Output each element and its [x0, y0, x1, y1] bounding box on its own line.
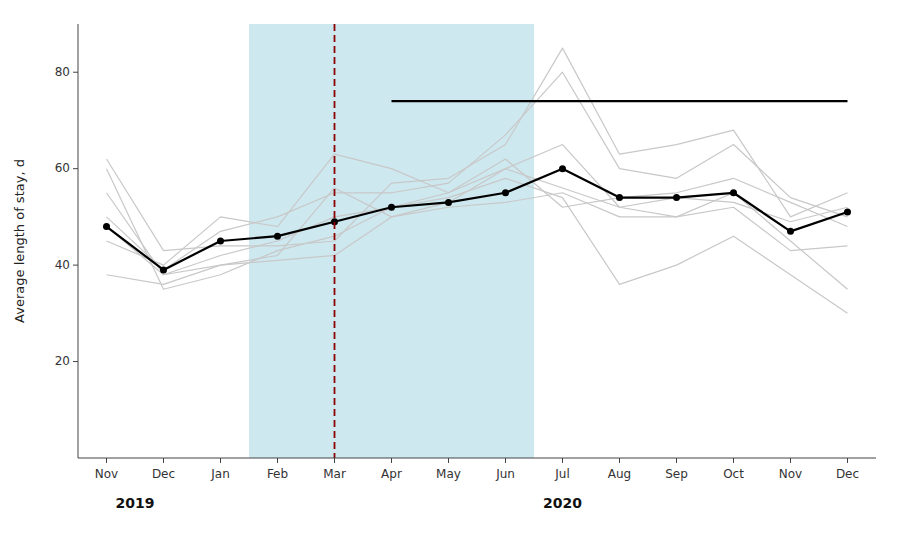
- chart: 20 40 60 80 Nov Dec Jan Feb Mar Apr May Jun Jul Aug Se…: [0, 0, 900, 542]
- y-tick: [73, 265, 78, 266]
- y-axis-label: Average length of stay, d: [12, 159, 27, 323]
- x-tick: [220, 458, 221, 463]
- x-tick: [733, 458, 734, 463]
- plot-area: [103, 24, 851, 458]
- y-tick-label: 20: [55, 354, 70, 368]
- point: [787, 228, 794, 235]
- point: [844, 209, 851, 216]
- y-tick-label: 60: [55, 161, 70, 175]
- y-tick-label: 80: [55, 65, 70, 79]
- point: [559, 165, 566, 172]
- x-tick-label: Oct: [723, 467, 744, 481]
- y-tick: [73, 72, 78, 73]
- y-tick: [73, 168, 78, 169]
- point: [274, 233, 281, 240]
- x-tick: [676, 458, 677, 463]
- x-tick: [106, 458, 107, 463]
- x-tick-label: Dec: [152, 467, 175, 481]
- axes: 20 40 60 80 Nov Dec Jan Feb Mar Apr May Jun Jul Aug Se…: [55, 24, 876, 481]
- point: [616, 194, 623, 201]
- year-label: 2019: [116, 495, 155, 511]
- point: [160, 266, 167, 273]
- x-tick: [790, 458, 791, 463]
- point: [388, 204, 395, 211]
- point: [502, 189, 509, 196]
- series-line: [107, 72, 848, 270]
- x-tick-label: Jan: [210, 467, 230, 481]
- year-label: 2020: [543, 495, 582, 511]
- x-tick-label: May: [436, 467, 461, 481]
- series-line: [107, 169, 848, 290]
- x-tick-label: Sep: [665, 467, 688, 481]
- series-line: [392, 100, 848, 102]
- reference-line: [334, 24, 336, 458]
- mean-line: [107, 169, 848, 270]
- x-tick-label: Mar: [323, 467, 346, 481]
- y-tick: [73, 361, 78, 362]
- x-tick-label: Nov: [95, 467, 118, 481]
- point: [730, 189, 737, 196]
- x-tick-label: Apr: [381, 467, 402, 481]
- shaded-band: [249, 24, 534, 458]
- x-tick-label: Aug: [608, 467, 631, 481]
- series-line: [107, 145, 848, 290]
- point: [103, 223, 110, 230]
- x-tick-label: Nov: [779, 467, 802, 481]
- x-tick: [847, 458, 848, 463]
- x-tick: [334, 458, 335, 463]
- x-tick: [448, 458, 449, 463]
- x-tick-label: Jun: [495, 467, 515, 481]
- series-line: [107, 48, 848, 251]
- y-tick-label: 40: [55, 258, 70, 272]
- x-tick-label: Jul: [554, 467, 569, 481]
- x-axis-line: [78, 458, 876, 459]
- point: [673, 194, 680, 201]
- series-line: [107, 154, 848, 265]
- point: [445, 199, 452, 206]
- x-tick: [505, 458, 506, 463]
- x-tick: [163, 458, 164, 463]
- x-tick-label: Feb: [267, 467, 288, 481]
- x-tick: [391, 458, 392, 463]
- point: [217, 238, 224, 245]
- x-tick: [562, 458, 563, 463]
- x-tick-label: Dec: [836, 467, 859, 481]
- y-axis-line: [78, 24, 79, 458]
- x-tick: [277, 458, 278, 463]
- x-tick: [619, 458, 620, 463]
